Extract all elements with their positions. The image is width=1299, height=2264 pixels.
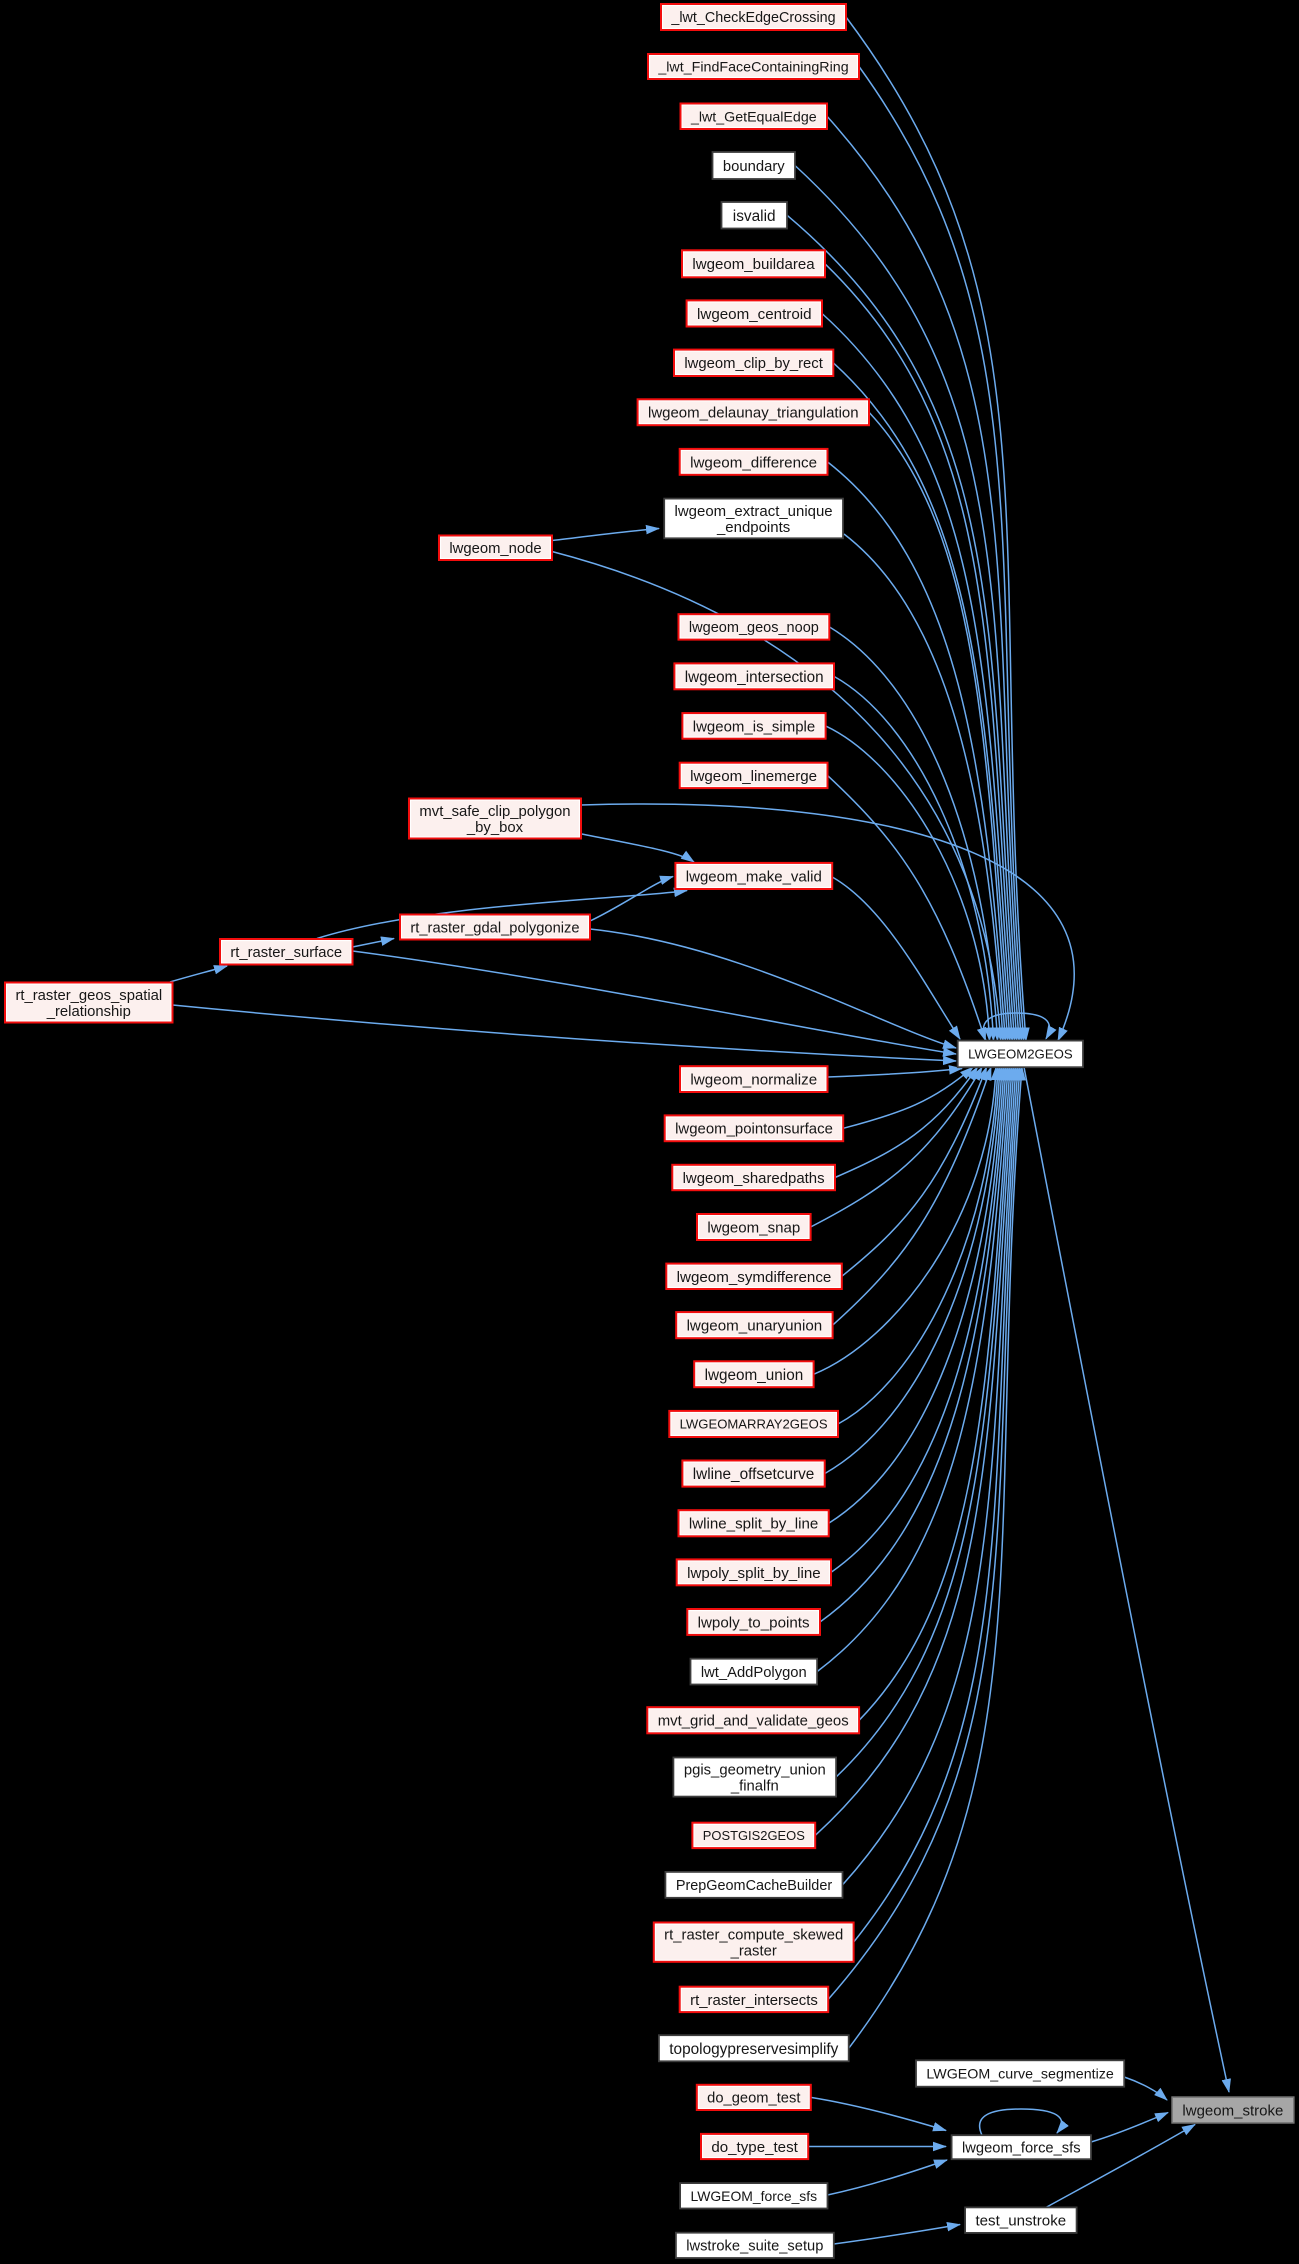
- svg-text:boundary: boundary: [723, 159, 785, 175]
- svg-text:POSTGIS2GEOS: POSTGIS2GEOS: [703, 1828, 805, 1843]
- svg-text:lwgeom_sharedpaths: lwgeom_sharedpaths: [683, 1170, 825, 1187]
- svg-text:pgis_geometry_union: pgis_geometry_union: [684, 1762, 826, 1778]
- svg-text:_lwt_FindFaceContainingRing: _lwt_FindFaceContainingRing: [657, 60, 848, 76]
- svg-text:LWGEOM_force_sfs: LWGEOM_force_sfs: [690, 2188, 817, 2204]
- svg-text:lwgeom_geos_noop: lwgeom_geos_noop: [689, 620, 819, 636]
- svg-text:lwgeom_pointonsurface: lwgeom_pointonsurface: [675, 1121, 833, 1138]
- svg-text:mvt_grid_and_validate_geos: mvt_grid_and_validate_geos: [658, 1713, 849, 1730]
- svg-text:lwgeom_snap: lwgeom_snap: [707, 1219, 800, 1236]
- svg-text:lwgeom_is_simple: lwgeom_is_simple: [693, 718, 815, 735]
- svg-text:do_geom_test: do_geom_test: [707, 2091, 800, 2107]
- svg-text:LWGEOMARRAY2GEOS: LWGEOMARRAY2GEOS: [680, 1417, 828, 1432]
- svg-text:lwgeom_normalize: lwgeom_normalize: [690, 1072, 817, 1089]
- svg-text:lwpoly_split_by_line: lwpoly_split_by_line: [687, 1565, 821, 1582]
- svg-text:topologypreservesimplify: topologypreservesimplify: [669, 2041, 838, 2058]
- svg-text:PrepGeomCacheBuilder: PrepGeomCacheBuilder: [676, 1878, 833, 1894]
- svg-text:rt_raster_geos_spatial: rt_raster_geos_spatial: [15, 988, 162, 1004]
- svg-text:lwline_offsetcurve: lwline_offsetcurve: [693, 1466, 815, 1483]
- svg-text:_finalfn: _finalfn: [730, 1778, 779, 1794]
- svg-text:rt_raster_intersects: rt_raster_intersects: [690, 1992, 818, 2009]
- svg-text:lwgeom_force_sfs: lwgeom_force_sfs: [962, 2141, 1081, 2157]
- svg-text:lwgeom_stroke: lwgeom_stroke: [1182, 2102, 1283, 2119]
- svg-text:_lwt_GetEqualEdge: _lwt_GetEqualEdge: [690, 109, 817, 125]
- svg-text:lwt_AddPolygon: lwt_AddPolygon: [701, 1665, 807, 1681]
- svg-text:do_type_test: do_type_test: [711, 2139, 798, 2156]
- svg-text:lwgeom_centroid: lwgeom_centroid: [697, 306, 812, 323]
- svg-text:LWGEOM_curve_segmentize: LWGEOM_curve_segmentize: [926, 2067, 1114, 2083]
- svg-text:lwgeom_delaunay_triangulation: lwgeom_delaunay_triangulation: [648, 405, 859, 422]
- svg-text:lwgeom_linemerge: lwgeom_linemerge: [690, 768, 817, 785]
- svg-text:lwgeom_symdifference: lwgeom_symdifference: [677, 1269, 832, 1286]
- svg-text:mvt_safe_clip_polygon: mvt_safe_clip_polygon: [419, 804, 570, 820]
- svg-text:isvalid: isvalid: [733, 208, 776, 225]
- svg-text:lwstroke_suite_setup: lwstroke_suite_setup: [686, 2239, 823, 2255]
- svg-text:rt_raster_surface: rt_raster_surface: [230, 945, 342, 961]
- svg-text:lwgeom_union: lwgeom_union: [705, 1367, 804, 1384]
- svg-text:_by_box: _by_box: [466, 820, 524, 836]
- svg-text:lwgeom_extract_unique: lwgeom_extract_unique: [675, 503, 833, 520]
- svg-text:LWGEOM2GEOS: LWGEOM2GEOS: [968, 1047, 1073, 1062]
- svg-text:lwpoly_to_points: lwpoly_to_points: [698, 1614, 810, 1631]
- svg-text:lwline_split_by_line: lwline_split_by_line: [689, 1516, 818, 1533]
- svg-text:_relationship: _relationship: [46, 1004, 131, 1020]
- svg-text:lwgeom_clip_by_rect: lwgeom_clip_by_rect: [684, 356, 823, 372]
- svg-text:_lwt_CheckEdgeCrossing: _lwt_CheckEdgeCrossing: [670, 10, 835, 26]
- svg-text:lwgeom_unaryunion: lwgeom_unaryunion: [687, 1318, 823, 1335]
- svg-text:lwgeom_difference: lwgeom_difference: [690, 454, 817, 471]
- svg-text:lwgeom_buildarea: lwgeom_buildarea: [692, 256, 815, 273]
- svg-text:_endpoints: _endpoints: [716, 519, 790, 536]
- svg-text:test_unstroke: test_unstroke: [975, 2213, 1066, 2230]
- svg-text:lwgeom_make_valid: lwgeom_make_valid: [686, 868, 822, 885]
- svg-text:lwgeom_intersection: lwgeom_intersection: [685, 669, 824, 686]
- svg-text:rt_raster_compute_skewed: rt_raster_compute_skewed: [664, 1928, 843, 1944]
- svg-text:rt_raster_gdal_polygonize: rt_raster_gdal_polygonize: [410, 920, 579, 936]
- svg-text:lwgeom_node: lwgeom_node: [449, 541, 541, 557]
- svg-text:_raster: _raster: [730, 1944, 777, 1960]
